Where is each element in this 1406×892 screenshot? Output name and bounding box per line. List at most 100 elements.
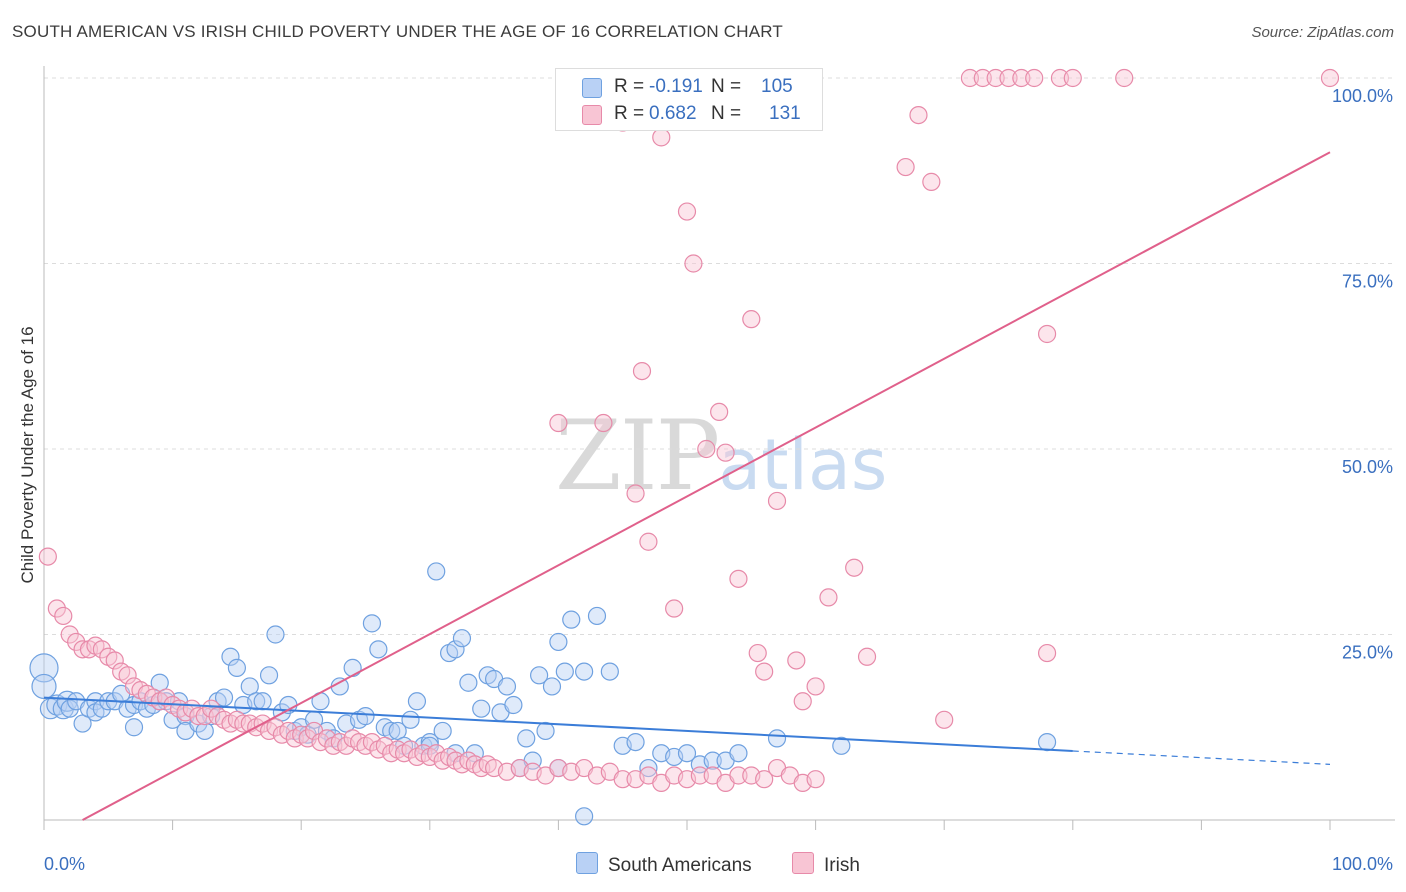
irish-point: [742, 310, 761, 329]
irish-point: [690, 766, 709, 785]
irish-point: [896, 157, 915, 177]
irish-point: [677, 202, 697, 221]
irish-point: [652, 128, 671, 147]
south-americans-point: [530, 666, 549, 685]
irish-point: [806, 677, 825, 696]
south-americans-trendline: [43, 696, 1073, 752]
irish-point: [922, 172, 941, 191]
south-americans-point: [407, 692, 427, 711]
south-americans-point: [356, 707, 375, 726]
south-americans-point: [124, 718, 144, 737]
legend-item-irish[interactable]: Irish: [792, 852, 860, 876]
irish-point: [755, 770, 774, 789]
south-americans-point: [626, 732, 645, 752]
irish-point: [1012, 68, 1031, 88]
irish-point: [1320, 68, 1340, 88]
irish-point: [202, 699, 221, 718]
stats-r-value: 0.682: [649, 103, 697, 124]
irish-point: [845, 558, 864, 577]
y-tick-label: 75.0%: [1342, 272, 1393, 292]
irish-point: [748, 643, 767, 663]
irish-point: [1063, 68, 1082, 88]
irish-trendline: [82, 151, 1331, 821]
irish-point: [92, 640, 111, 659]
south-americans-point: [1037, 732, 1057, 752]
irish-point: [729, 569, 748, 588]
irish-point: [54, 606, 73, 626]
irish-point: [60, 625, 79, 644]
stats-n-label: N =: [711, 103, 742, 124]
south-americans-point: [29, 653, 59, 683]
y-tick-label: 25.0%: [1342, 643, 1393, 663]
south-americans-point: [536, 721, 555, 741]
stats-row-irish: R = 0.682 N = 131: [556, 101, 822, 127]
south-americans-point: [472, 699, 491, 718]
south-americans-point: [362, 614, 382, 633]
irish-point: [755, 662, 774, 681]
south-americans-point: [401, 710, 420, 729]
stats-row-south-americans: R = -0.191 N = 105: [556, 74, 822, 100]
south-americans-point: [517, 729, 536, 748]
irish-point: [857, 647, 877, 666]
legend-item-south-americans[interactable]: South Americans: [576, 852, 752, 876]
irish-point: [1037, 643, 1057, 663]
south-americans-point: [446, 640, 465, 659]
south-americans-point: [253, 692, 272, 711]
irish-point: [787, 651, 806, 670]
irish-point: [118, 666, 137, 685]
irish-point: [47, 599, 66, 618]
south-americans-point: [433, 721, 452, 741]
irish-point: [632, 361, 652, 381]
stats-box: R = -0.191 N = 105 R = 0.682 N = 131: [555, 68, 823, 131]
irish-point: [684, 254, 703, 273]
y-tick-label: 50.0%: [1342, 457, 1393, 477]
south-americans-point: [343, 658, 362, 677]
irish-point: [806, 770, 825, 789]
irish-point: [819, 588, 838, 607]
irish-point: [909, 105, 928, 125]
south-americans-point: [459, 673, 478, 692]
irish-point: [157, 688, 176, 707]
south-americans-point: [247, 692, 266, 711]
irish-point: [986, 68, 1005, 88]
south-americans-point: [369, 640, 388, 659]
south-americans-point: [729, 744, 748, 763]
south-americans-point: [259, 666, 279, 685]
stats-r-label: R =: [614, 76, 645, 97]
south-americans-point: [497, 677, 517, 696]
irish-point: [1037, 324, 1057, 344]
irish-point: [999, 68, 1018, 88]
south-americans-point: [639, 758, 658, 778]
irish-point: [1025, 68, 1044, 88]
irish-point: [1050, 68, 1070, 88]
legend-swatch-south-americans: [576, 852, 598, 874]
irish-point: [960, 68, 980, 88]
south-americans-point: [549, 632, 568, 652]
chart-title: SOUTH AMERICAN VS IRISH CHILD POVERTY UN…: [12, 22, 784, 41]
south-americans-point: [600, 662, 619, 681]
irish-point: [729, 766, 748, 785]
south-americans-point: [703, 751, 722, 770]
irish-point: [639, 532, 658, 551]
stats-swatch-south-americans: [582, 78, 602, 98]
south-americans-point: [60, 699, 79, 718]
south-americans-point: [562, 610, 581, 629]
irish-point: [710, 402, 729, 421]
south-americans-point: [452, 629, 472, 648]
irish-point: [973, 68, 992, 88]
source-label: Source: ZipAtlas.com: [1251, 24, 1394, 41]
irish-point: [935, 710, 954, 729]
stats-swatch-irish: [582, 105, 602, 125]
irish-point: [195, 707, 214, 726]
south-americans-point: [832, 736, 851, 755]
south-americans-point: [31, 673, 57, 700]
x-tick-label: 0.0%: [44, 854, 85, 874]
irish-point: [716, 443, 735, 462]
legend-swatch-irish: [792, 852, 814, 874]
south-americans-point: [767, 729, 787, 748]
irish-point: [38, 547, 57, 566]
irish-point: [793, 692, 812, 711]
irish-point: [665, 599, 684, 618]
south-americans-trendline-extension: [1072, 750, 1331, 765]
